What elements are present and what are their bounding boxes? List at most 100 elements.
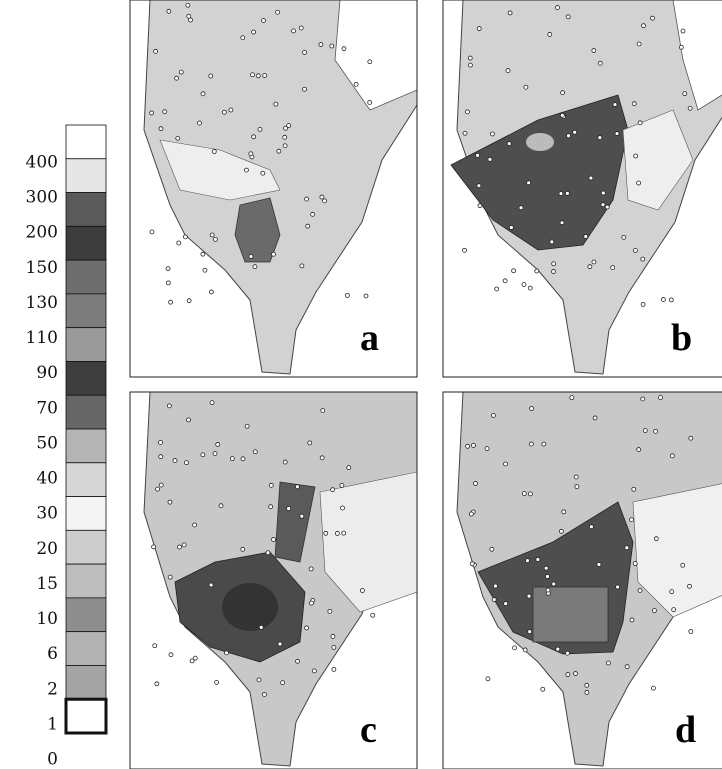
station-dot xyxy=(200,452,206,458)
station-dot xyxy=(534,268,540,274)
station-dot xyxy=(591,259,597,265)
station-dot xyxy=(162,109,168,115)
station-dot xyxy=(671,607,677,613)
station-dot xyxy=(600,190,606,196)
colorbar-label: 30 xyxy=(36,504,58,524)
station-dot xyxy=(658,395,663,400)
station-dot xyxy=(464,109,470,115)
station-dot xyxy=(250,72,255,78)
station-dot xyxy=(468,511,474,517)
station-dot xyxy=(215,442,221,447)
station-dot xyxy=(318,42,324,47)
station-dot xyxy=(165,266,171,272)
station-dot xyxy=(469,561,475,567)
station-dot xyxy=(587,264,593,270)
station-dot xyxy=(640,256,646,262)
station-dot xyxy=(518,205,524,211)
station-dot xyxy=(311,668,317,674)
station-dot xyxy=(192,655,198,661)
station-dot xyxy=(545,587,551,593)
station-dot xyxy=(184,460,189,466)
station-dot xyxy=(669,589,675,595)
colorbar-segment xyxy=(65,597,107,633)
station-dot xyxy=(565,672,571,677)
station-dot xyxy=(543,565,549,571)
station-dot xyxy=(208,73,214,79)
station-dot xyxy=(653,428,659,434)
map-panel: c xyxy=(129,391,418,769)
station-dot xyxy=(668,297,674,303)
colorbar-label: 15 xyxy=(36,574,58,594)
station-dot xyxy=(294,484,300,490)
station-dot xyxy=(327,608,333,614)
station-dot xyxy=(551,261,557,267)
station-dot xyxy=(521,282,527,287)
station-dot xyxy=(251,134,257,140)
station-dot xyxy=(177,544,182,550)
station-dot xyxy=(339,482,345,488)
station-dot xyxy=(573,474,579,480)
station-dot xyxy=(631,101,637,107)
station-dot xyxy=(475,152,480,158)
station-dot xyxy=(688,435,694,441)
station-dot xyxy=(605,660,611,666)
map-panel: b xyxy=(442,0,722,378)
station-dot xyxy=(540,686,546,692)
colorbar-segment xyxy=(65,496,107,531)
station-dot xyxy=(615,584,620,590)
station-dot xyxy=(222,109,227,115)
panel-label: b xyxy=(671,317,692,359)
station-dot xyxy=(621,234,627,240)
station-dot xyxy=(346,465,352,471)
station-dot xyxy=(158,440,163,445)
colorbar-segment xyxy=(65,394,107,430)
station-dot xyxy=(308,566,314,572)
colorbar-segment xyxy=(65,192,107,227)
map-panel: d xyxy=(442,391,722,769)
station-dot xyxy=(268,504,274,510)
station-dot xyxy=(545,574,550,579)
station-dot xyxy=(489,546,495,552)
colorbar-segment xyxy=(65,462,107,497)
station-dot xyxy=(280,680,286,686)
station-dot xyxy=(487,156,493,162)
station-dot xyxy=(687,105,693,111)
station-dot xyxy=(319,194,325,200)
station-dot xyxy=(176,240,182,246)
station-dot xyxy=(588,524,594,530)
station-dot xyxy=(494,286,500,292)
station-dot xyxy=(302,86,307,92)
station-dot xyxy=(240,546,246,552)
station-dot xyxy=(614,131,620,136)
station-dot xyxy=(304,625,309,631)
station-dot xyxy=(490,412,496,418)
station-dot xyxy=(561,509,567,515)
station-dot xyxy=(574,484,580,490)
station-dot xyxy=(624,664,630,670)
station-dot xyxy=(304,196,310,202)
station-dot xyxy=(212,451,218,456)
station-dot xyxy=(188,17,193,23)
station-dot xyxy=(632,248,638,253)
station-dot xyxy=(307,440,313,446)
station-dot xyxy=(282,459,288,465)
station-dot xyxy=(257,126,263,132)
station-dot xyxy=(291,28,296,34)
panel-label: d xyxy=(675,709,696,751)
station-dot xyxy=(636,180,642,186)
station-dot xyxy=(295,658,300,664)
station-dot xyxy=(172,458,178,463)
station-dot xyxy=(555,646,561,652)
station-dot xyxy=(528,441,534,447)
station-dot xyxy=(597,135,603,140)
station-dot xyxy=(319,455,325,461)
station-dot xyxy=(523,84,529,90)
station-dot xyxy=(512,645,517,651)
station-dot xyxy=(186,298,192,304)
station-dot xyxy=(653,536,659,542)
station-dot xyxy=(168,299,173,305)
station-dot xyxy=(541,441,547,447)
station-dot xyxy=(467,62,473,68)
station-dot xyxy=(218,503,224,509)
